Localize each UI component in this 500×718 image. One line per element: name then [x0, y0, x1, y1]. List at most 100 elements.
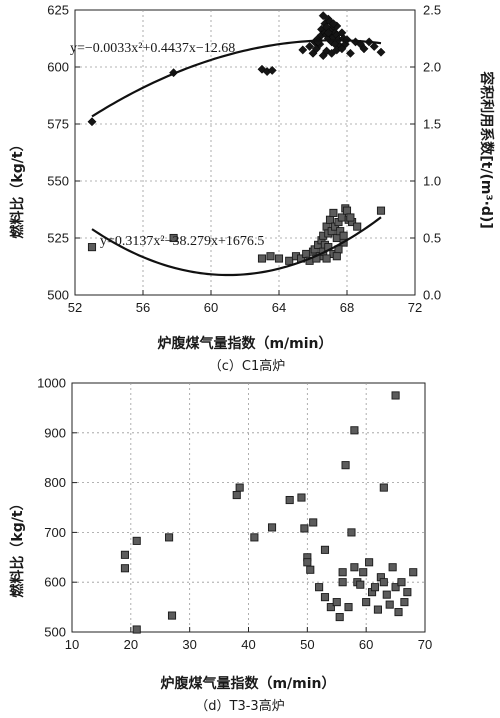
data-point-square	[120, 550, 129, 559]
data-marks	[120, 391, 418, 634]
data-point-square	[335, 613, 344, 622]
x-axis-title: 炉腹煤气量指数（m/min）	[157, 335, 332, 352]
chart-t3-3-blast-furnace: 10 20 30 40 50 60 70 500 600 700 800 900 1000 燃料比（k…	[9, 376, 432, 715]
x-tick-labels: 52 56 60 64 68 72	[68, 290, 422, 315]
trendline-equation-lower: y=0.3137x²−38.279x+1676.5	[100, 234, 264, 249]
y-tick-label: 625	[47, 3, 69, 18]
y2-tick-label: 0.0	[423, 288, 441, 303]
data-point-square	[235, 483, 244, 492]
data-point-square	[373, 605, 382, 614]
data-point-square	[338, 578, 347, 587]
data-point-square	[350, 426, 359, 435]
x-tick-label: 30	[182, 637, 196, 652]
data-point-square	[306, 565, 315, 574]
x-tick-label: 60	[204, 300, 218, 315]
data-point-square	[359, 568, 368, 577]
data-point-square	[339, 231, 348, 240]
x-tick-labels: 10 20 30 40 50 60 70	[65, 627, 432, 652]
data-point-square	[376, 206, 386, 215]
data-point-square	[120, 564, 129, 573]
data-point-square	[347, 528, 356, 537]
data-point-square	[332, 598, 341, 607]
data-point-square	[403, 588, 412, 597]
y-tick-label: 500	[44, 625, 66, 640]
x-tick-label: 52	[68, 300, 82, 315]
data-point-square	[322, 254, 331, 263]
data-point-diamond	[87, 117, 97, 127]
y2-tick-label: 2.0	[423, 60, 441, 75]
trendlines	[91, 39, 382, 277]
x-tick-label: 64	[272, 300, 286, 315]
data-point-square	[356, 580, 365, 589]
data-point-square	[302, 249, 311, 259]
data-point-diamond	[257, 64, 267, 74]
data-point-square	[409, 568, 418, 577]
data-point-square	[165, 533, 174, 542]
data-point-square	[87, 243, 97, 252]
data-point-square	[169, 233, 178, 243]
y-tick-label: 1000	[37, 376, 66, 391]
chart-caption: （c）C1高炉	[209, 358, 286, 374]
y-tick-label: 550	[47, 174, 69, 189]
data-point-square	[365, 558, 374, 567]
trendline-curve	[91, 39, 382, 118]
data-point-square	[326, 603, 335, 612]
data-point-square	[370, 583, 380, 592]
data-point-diamond	[328, 19, 338, 29]
data-point-diamond	[337, 44, 347, 54]
y2-tick-label: 2.5	[423, 3, 441, 18]
data-point-square	[332, 233, 341, 243]
data-point-square	[303, 558, 312, 567]
data-point-square	[337, 213, 346, 222]
x-axis-title: 炉腹煤气量指数（m/min）	[160, 675, 335, 692]
data-point-square	[320, 545, 330, 554]
y-tick-labels: 500 600 700 800 900 1000	[37, 376, 77, 640]
data-point-square	[341, 461, 350, 470]
x-tick-label: 50	[300, 637, 314, 652]
x-tick-label: 56	[136, 300, 150, 315]
data-point-square	[338, 568, 347, 577]
y2-tick-labels: 0.0 0.5 1.0 1.5 2.0 2.5	[410, 3, 441, 303]
data-marks	[87, 11, 386, 265]
data-point-square	[315, 583, 324, 592]
data-point-square	[342, 206, 352, 215]
y-tick-labels: 500 525 550 575 600 625	[47, 3, 80, 303]
y-axis-title: 燃料比（kg/t）	[9, 137, 26, 238]
data-point-diamond	[267, 65, 277, 75]
data-point-square	[325, 215, 335, 224]
data-point-diamond	[376, 47, 386, 57]
x-tick-label: 10	[65, 637, 79, 652]
data-point-square	[394, 608, 403, 617]
y2-tick-label: 1.0	[423, 174, 441, 189]
y-tick-label: 500	[47, 288, 69, 303]
data-point-square	[362, 598, 371, 607]
data-point-square	[250, 533, 259, 542]
data-point-diamond	[298, 45, 308, 55]
data-point-square	[344, 603, 353, 612]
plot-area	[74, 9, 416, 296]
y-tick-label: 525	[47, 231, 69, 246]
data-point-square	[266, 252, 275, 261]
x-tick-label: 20	[124, 637, 138, 652]
data-point-square	[332, 252, 341, 261]
y-tick-label: 700	[44, 525, 66, 540]
data-point-diamond	[323, 28, 333, 38]
data-point-square	[329, 208, 338, 217]
data-point-square	[391, 583, 400, 592]
data-point-square	[320, 593, 330, 602]
y2-tick-label: 0.5	[423, 231, 441, 246]
data-point-square	[309, 518, 318, 527]
grid-lines	[75, 10, 415, 295]
data-point-diamond	[345, 48, 355, 58]
data-point-diamond	[359, 44, 369, 54]
chart-caption: （d）T3-3高炉	[195, 698, 284, 714]
x-tick-label: 40	[241, 637, 255, 652]
y-axis-title: 燃料比（kg/t）	[9, 496, 26, 597]
data-point-square	[397, 578, 406, 587]
data-point-square	[167, 611, 177, 620]
data-point-square	[132, 625, 141, 634]
data-point-square	[379, 483, 388, 492]
grid-lines	[72, 383, 425, 632]
data-point-square	[353, 222, 362, 231]
